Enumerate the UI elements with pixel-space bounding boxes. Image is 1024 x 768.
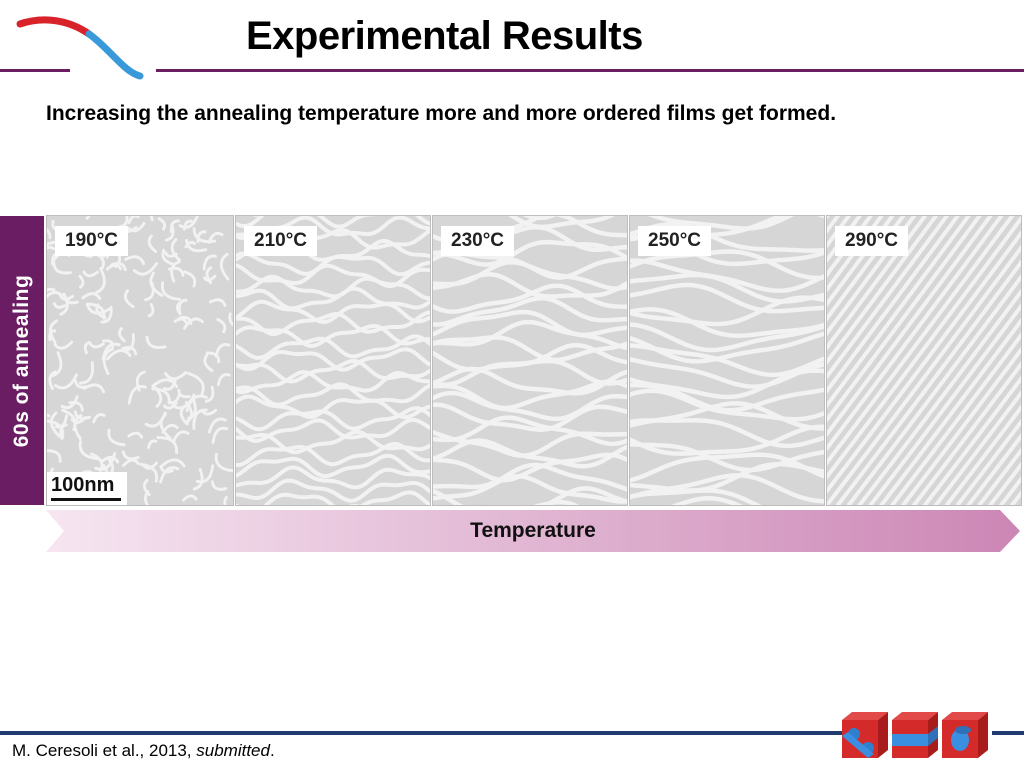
temperature-label: 190°C xyxy=(55,226,129,256)
header-rule xyxy=(156,69,1024,72)
micrograph-panel-290: 290°C xyxy=(826,215,1022,506)
header-rule-left xyxy=(0,69,70,72)
scale-bar: 100nm xyxy=(47,472,127,505)
temperature-label: 230°C xyxy=(441,226,515,256)
micrograph-image xyxy=(433,216,627,505)
citation-text: M. Ceresoli et al., 2013, xyxy=(12,741,197,760)
polymer-chain-logo-icon xyxy=(16,16,144,80)
annealing-time-tab: 60s of annealing xyxy=(0,216,44,505)
footer-rule xyxy=(0,731,842,735)
micrograph-image xyxy=(47,216,233,505)
temperature-label: 250°C xyxy=(638,226,712,256)
micrograph-image xyxy=(630,216,824,505)
micrograph-panel-250: 250°C xyxy=(629,215,825,506)
temperature-label: 290°C xyxy=(835,226,909,256)
annealing-time-label: 60s of annealing xyxy=(10,274,33,447)
micrograph-panel-210: 210°C xyxy=(235,215,431,506)
citation-end: . xyxy=(269,741,275,760)
temperature-label: 210°C xyxy=(244,226,318,256)
temperature-arrow-label: Temperature xyxy=(470,519,596,542)
scale-bar-line xyxy=(51,498,121,501)
citation-status: submitted xyxy=(196,741,270,760)
micrograph-panel-190: 190°C 100nm xyxy=(46,215,234,506)
micrograph-strip: 190°C 100nm 210°C 230°C 250°C 290°C xyxy=(46,215,1022,506)
scale-bar-label: 100nm xyxy=(51,474,115,496)
micrograph-image xyxy=(827,216,1021,505)
micrograph-panel-230: 230°C xyxy=(432,215,628,506)
footer-rule-right xyxy=(992,731,1024,735)
temperature-arrow xyxy=(46,510,1020,552)
micrograph-image xyxy=(236,216,430,505)
slide-title: Experimental Results xyxy=(246,14,643,58)
block-copolymer-cubes-icon xyxy=(842,712,988,758)
slide-subtitle: Increasing the annealing temperature mor… xyxy=(46,102,837,125)
citation: M. Ceresoli et al., 2013, submitted. xyxy=(12,741,275,761)
